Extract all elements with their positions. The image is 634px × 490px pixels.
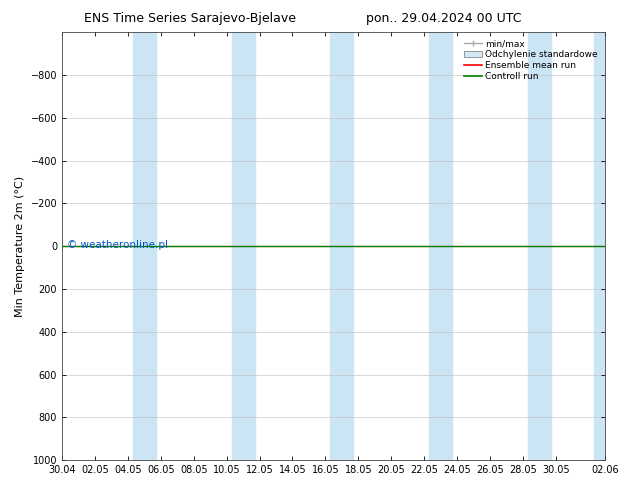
- Bar: [330, 32, 353, 460]
- Bar: [528, 32, 551, 460]
- Text: ENS Time Series Sarajevo-Bjelave: ENS Time Series Sarajevo-Bjelave: [84, 12, 296, 25]
- Y-axis label: Min Temperature 2m (°C): Min Temperature 2m (°C): [15, 175, 25, 317]
- Text: © weatheronline.pl: © weatheronline.pl: [67, 240, 169, 250]
- Bar: [231, 32, 255, 460]
- Legend: min/max, Odchylenie standardowe, Ensemble mean run, Controll run: min/max, Odchylenie standardowe, Ensembl…: [461, 37, 600, 83]
- Bar: [429, 32, 452, 460]
- Bar: [593, 32, 617, 460]
- Bar: [133, 32, 156, 460]
- Text: pon.. 29.04.2024 00 UTC: pon.. 29.04.2024 00 UTC: [366, 12, 522, 25]
